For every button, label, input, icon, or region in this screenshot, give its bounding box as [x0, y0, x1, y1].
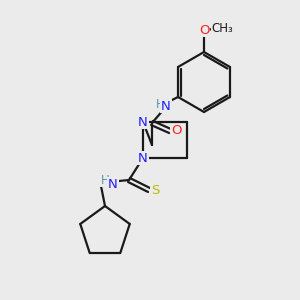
- Text: N: N: [138, 152, 148, 164]
- Text: CH₃: CH₃: [211, 22, 233, 34]
- Text: S: S: [151, 184, 159, 196]
- Text: N: N: [161, 100, 171, 112]
- Text: H: H: [100, 173, 109, 187]
- Text: N: N: [108, 178, 118, 190]
- Text: N: N: [138, 116, 148, 128]
- Text: O: O: [171, 124, 181, 137]
- Text: O: O: [199, 23, 209, 37]
- Text: H: H: [156, 98, 164, 110]
